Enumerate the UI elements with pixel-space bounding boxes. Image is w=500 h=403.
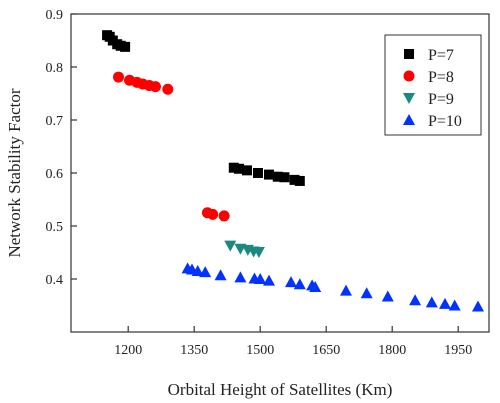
data-point bbox=[439, 297, 451, 309]
y-tick-label: 0.4 bbox=[46, 273, 64, 288]
legend-marker bbox=[403, 114, 415, 125]
data-point bbox=[207, 208, 219, 220]
x-axis-label: Orbital Height of Satellites (Km) bbox=[168, 380, 393, 399]
legend-label: P=8 bbox=[428, 69, 454, 86]
legend-label: P=10 bbox=[428, 113, 462, 130]
y-tick-label: 0.6 bbox=[46, 167, 64, 182]
data-point bbox=[191, 265, 204, 277]
legend-marker bbox=[404, 49, 414, 59]
data-point bbox=[253, 168, 263, 178]
data-point bbox=[264, 169, 274, 180]
data-point bbox=[149, 81, 161, 93]
legend-marker bbox=[403, 93, 415, 104]
y-tick-label: 0.8 bbox=[46, 61, 64, 76]
data-point bbox=[279, 172, 290, 183]
legend-marker bbox=[403, 70, 415, 82]
data-point bbox=[309, 280, 322, 292]
y-axis-ticks: 0.4 0.5 0.6 0.7 0.8 0.9 bbox=[46, 8, 77, 288]
legend: P=7 P=8 P=9 P=10 bbox=[384, 34, 482, 136]
data-point bbox=[472, 300, 484, 312]
data-point bbox=[224, 240, 237, 252]
data-point bbox=[425, 296, 438, 308]
data-point bbox=[448, 299, 461, 311]
data-point bbox=[120, 41, 131, 52]
data-point bbox=[289, 174, 300, 185]
x-tick-label: 1800 bbox=[378, 343, 406, 358]
data-point bbox=[228, 162, 239, 173]
data-point bbox=[214, 269, 227, 281]
data-point bbox=[272, 171, 283, 182]
x-tick-label: 1200 bbox=[114, 343, 142, 358]
x-tick-label: 1950 bbox=[444, 343, 472, 358]
y-tick-label: 0.5 bbox=[46, 220, 64, 235]
data-point bbox=[234, 163, 245, 174]
x-tick-label: 1650 bbox=[312, 343, 340, 358]
y-axis-label: Network Stability Factor bbox=[5, 88, 24, 257]
data-point bbox=[218, 210, 230, 222]
data-point bbox=[113, 71, 125, 83]
data-point bbox=[381, 290, 394, 302]
data-point bbox=[285, 276, 297, 288]
data-point bbox=[294, 175, 305, 186]
data-markers bbox=[102, 30, 484, 312]
data-point bbox=[242, 165, 252, 176]
data-point bbox=[293, 278, 306, 290]
x-tick-label: 1500 bbox=[246, 343, 274, 358]
data-point bbox=[340, 284, 352, 296]
legend-label: P=7 bbox=[428, 47, 454, 64]
data-point bbox=[199, 266, 212, 278]
data-point bbox=[234, 271, 247, 283]
data-point bbox=[162, 83, 174, 95]
y-tick-label: 0.9 bbox=[46, 8, 64, 23]
data-point bbox=[252, 246, 265, 258]
data-point bbox=[263, 274, 275, 286]
legend-box bbox=[384, 34, 482, 136]
data-point bbox=[409, 294, 422, 306]
legend-label: P=9 bbox=[428, 91, 454, 108]
x-axis-ticks: 1200 1350 1500 1650 1800 1950 bbox=[114, 326, 472, 358]
data-point bbox=[360, 287, 373, 299]
x-tick-label: 1350 bbox=[180, 343, 208, 358]
data-point bbox=[254, 273, 267, 284]
y-tick-label: 0.7 bbox=[46, 114, 64, 129]
